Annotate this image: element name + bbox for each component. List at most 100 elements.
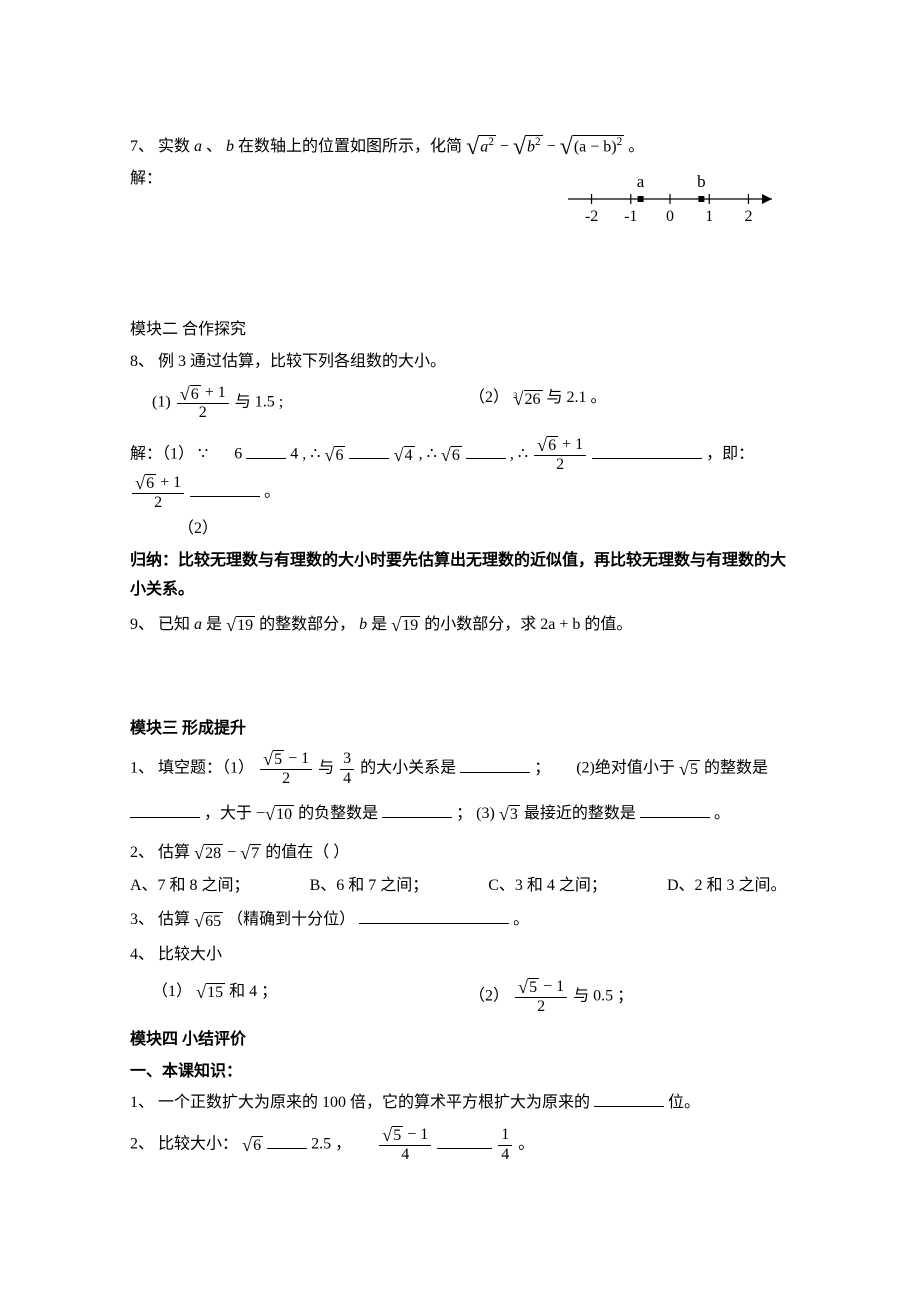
m3-q3-tail: （精确到十分位） xyxy=(227,911,355,928)
q8-p1-semi: ; xyxy=(279,394,283,411)
q8-sol2-label: （2） xyxy=(130,515,800,544)
q7-var-a: a xyxy=(194,138,202,155)
q7-mid: 在数轴上的位置如图所示，化简 xyxy=(238,138,462,155)
m3-blank-5[interactable] xyxy=(359,909,509,924)
m3-q2-pre: 估算 xyxy=(158,844,190,861)
because-symbol: ∵ xyxy=(198,446,208,463)
module-2-title: 模块二 合作探究 xyxy=(130,316,800,345)
q7-text-pre: 实数 xyxy=(158,138,190,155)
m3-q2-root1: √28 xyxy=(194,844,223,862)
q9-f: 的值。 xyxy=(584,616,632,633)
sol-frac-1: √6 + 1 2 xyxy=(534,436,586,474)
q9-var-a: a xyxy=(194,616,202,633)
m4-q1-a: 一个正数扩大为原来的 100 倍，它的算术平方根扩大为原来的 xyxy=(158,1094,590,1111)
q8-p2-yu: 与 xyxy=(547,389,563,406)
m3-q2-opt-d[interactable]: D、2 和 3 之间。 xyxy=(667,872,787,901)
m3-q1-p3tail: 最接近的整数是 xyxy=(524,805,636,822)
m3-q1-p2-root: √5 xyxy=(679,760,700,778)
sol-period: 。 xyxy=(264,484,280,501)
svg-text:0: 0 xyxy=(666,208,674,225)
m3-q4-pre: 比较大小 xyxy=(158,946,222,963)
m3-q2-minus: − xyxy=(227,844,240,861)
q9-e: 的小数部分，求 xyxy=(424,616,540,633)
q9-b: 是 xyxy=(206,616,222,633)
sol-ji: ，即： xyxy=(706,446,754,463)
q8-p1-yu: 与 xyxy=(235,394,251,411)
m3-q4p2-semi: ； xyxy=(617,988,633,1005)
m3-q2-opt-a[interactable]: A、7 和 8 之间； xyxy=(130,872,250,901)
m3-q4-no: 4、 xyxy=(130,946,154,963)
minus1: − xyxy=(500,138,513,155)
q8-text: 例 3 通过估算，比较下列各组数的大小。 xyxy=(158,353,446,370)
sol-sqrt6-2: √6 xyxy=(441,446,462,464)
q8-summary: 归纳：比较无理数与有理数的大小时要先估算出无理数的近似值，再比较无理数与有理数的… xyxy=(130,547,800,605)
blank-1[interactable] xyxy=(246,444,286,459)
blank-4[interactable] xyxy=(592,444,702,459)
m4-q1-b: 位。 xyxy=(668,1094,700,1111)
sol-6: 6 xyxy=(234,446,242,463)
m3-q4p1-and: 和 xyxy=(229,983,249,1000)
q8-p2-rhs: 2.1 xyxy=(567,389,587,406)
m3-blank-1[interactable] xyxy=(460,757,530,772)
m3-q4p1-rhs: 4 xyxy=(249,983,257,1000)
m3-q1-line2: ，大于 − √10 的负整数是 ； (3) √3 最接近的整数是 。 xyxy=(130,800,800,829)
question-7: 7、 实数 a 、 b 在数轴上的位置如图所示，化简 √a2 − √b2 − √… xyxy=(130,133,800,162)
q9-root1: √19 xyxy=(226,616,255,634)
q8-p1-label: (1) xyxy=(152,394,171,411)
q9-number: 9、 xyxy=(130,616,154,633)
m3-q2-opt-c[interactable]: C、3 和 4 之间； xyxy=(488,872,607,901)
m3-q1-frac1: √5 − 1 2 xyxy=(260,750,312,788)
q9-c: 的整数部分， xyxy=(259,616,355,633)
m3-q2: 2、 估算 √28 − √7 的值在（ ） xyxy=(130,839,800,868)
m3-q2-no: 2、 xyxy=(130,844,154,861)
m3-q2-opt-b[interactable]: B、6 和 7 之间； xyxy=(310,872,429,901)
m3-q1-pre: 填空题：（1） xyxy=(158,760,254,777)
m3-q4p2-frac: √5 − 1 2 xyxy=(515,978,567,1016)
m4-q2-period: 。 xyxy=(518,1136,534,1153)
m4-q2-frac2: 1 4 xyxy=(498,1126,512,1164)
m3-q1-p3-root: √3 xyxy=(499,805,520,823)
spacer-2 xyxy=(130,642,800,712)
therefore-2: ∴ xyxy=(427,446,437,463)
m3-q4p1-root: √15 xyxy=(196,983,225,1001)
q7-var-b: b xyxy=(226,138,234,155)
sol-sqrt6-1: √6 xyxy=(324,446,345,464)
m3-q1-mid: 的大小关系是 xyxy=(360,760,456,777)
m3-q1-l2-root: √10 xyxy=(265,805,294,823)
blank-5[interactable] xyxy=(190,481,260,496)
numberline-svg: -2-1012ab xyxy=(560,159,790,229)
m3-blank-3[interactable] xyxy=(382,803,452,818)
m4-blank-1[interactable] xyxy=(594,1092,664,1107)
q8-number: 8、 xyxy=(130,353,154,370)
m3-blank-2[interactable] xyxy=(130,803,200,818)
m4-q2-comma: ， xyxy=(335,1136,351,1153)
m4-blank-3[interactable] xyxy=(437,1134,492,1149)
q7-sqrt-ab2: √(a − b)2 xyxy=(560,135,625,159)
blank-2[interactable] xyxy=(349,444,389,459)
m3-q3-root: √65 xyxy=(194,912,223,930)
q9-var-b: b xyxy=(359,616,367,633)
m4-q2-pre: 比较大小： xyxy=(158,1136,238,1153)
m3-q2-root2: √7 xyxy=(240,844,261,862)
q8-p2-period: 。 xyxy=(591,389,607,406)
m3-q3: 3、 估算 √65 （精确到十分位） 。 xyxy=(130,906,800,935)
m4-q1: 1、 一个正数扩大为原来的 100 倍，它的算术平方根扩大为原来的 位。 xyxy=(130,1089,800,1118)
sol-sqrt4: √4 xyxy=(393,446,414,464)
question-8: 8、 例 3 通过估算，比较下列各组数的大小。 xyxy=(130,348,800,377)
module-4-title: 模块四 小结评价 xyxy=(130,1026,800,1055)
m4-blank-2[interactable] xyxy=(267,1134,307,1149)
q9-root2: √19 xyxy=(391,616,420,634)
m3-q1-p2tail: 的整数是 xyxy=(704,760,768,777)
sol-frac-2: √6 + 1 2 xyxy=(132,474,184,512)
svg-text:a: a xyxy=(637,172,645,191)
svg-text:b: b xyxy=(697,172,706,191)
q8-p2-cbrt: 3√26 xyxy=(513,390,543,408)
blank-3[interactable] xyxy=(466,444,506,459)
q7-period: 。 xyxy=(628,138,644,155)
q9-a: 已知 xyxy=(158,616,190,633)
m4-q2-root6: √6 xyxy=(242,1136,263,1154)
m4-q2-frac1: √5 − 1 4 xyxy=(379,1126,431,1164)
m3-blank-4[interactable] xyxy=(640,803,710,818)
q7-numberline-figure: -2-1012ab xyxy=(560,159,790,229)
q7-sol-label: 解： xyxy=(130,170,162,187)
